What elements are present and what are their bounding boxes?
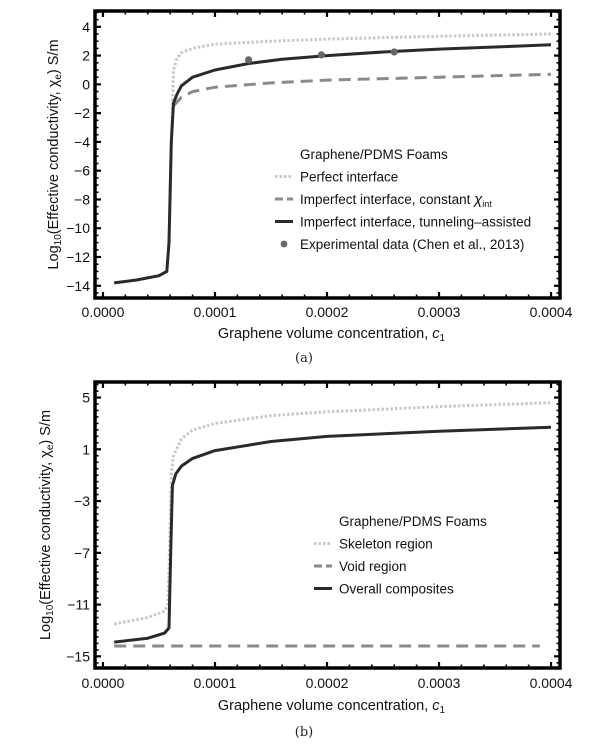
y-tick-label: −2 xyxy=(74,105,90,121)
data-point xyxy=(390,48,398,56)
x-axis-title: Graphene volume concentration, c1 xyxy=(218,698,446,716)
legend-title: Graphene/PDMS Foams xyxy=(339,514,487,529)
legend-item: Imperfect interface, constant χint xyxy=(275,191,492,209)
legend-item: Imperfect interface, tunneling–assisted xyxy=(275,215,531,230)
series-line-0 xyxy=(113,401,552,626)
plot-area xyxy=(114,32,552,285)
legend-label: Imperfect interface, constant χint xyxy=(300,191,492,209)
x-tick-label: 0.0002 xyxy=(306,675,349,691)
x-tick-label: 0.0001 xyxy=(194,675,237,691)
legend-label: Overall composites xyxy=(339,582,454,597)
series-line-0 xyxy=(114,32,552,285)
y-tick-label: 1 xyxy=(82,441,90,457)
x-tick-label: 0.0003 xyxy=(418,675,461,691)
x-tick-label: 0.0000 xyxy=(82,675,125,691)
x-tick-label: 0.0003 xyxy=(418,304,461,320)
legend: Graphene/PDMS Foams Perfect interface Impe… xyxy=(275,147,531,252)
y-tick-label: 5 xyxy=(82,390,90,406)
y-tick-label: −7 xyxy=(74,545,90,561)
chart-a: 0.0000 0.0001 0.0002 0.0003 0.0004 4 2 0 −2 −4 −6 −… xyxy=(46,9,573,366)
legend-label: Imperfect interface, tunneling–assisted xyxy=(300,215,531,230)
legend-label: Void region xyxy=(339,559,407,574)
figure-caption: (a) xyxy=(295,351,313,366)
legend-item: Experimental data (Chen et al., 2013) xyxy=(280,237,524,252)
legend-marker xyxy=(280,240,288,248)
y-tick-label: −10 xyxy=(66,220,90,236)
data-point xyxy=(317,51,325,59)
legend-item: Perfect interface xyxy=(275,170,398,185)
plot-frame xyxy=(93,380,562,670)
y-axis-title: Log10(Effective conductivity, χe) S/m xyxy=(46,39,64,269)
legend: Graphene/PDMS Foams Skeleton region Void r… xyxy=(314,514,487,597)
series-line-2 xyxy=(114,425,552,644)
plot-area xyxy=(113,401,552,648)
y-tick-label: −14 xyxy=(66,278,90,294)
y-tick-label: 2 xyxy=(82,48,90,64)
x-tick-label: 0.0004 xyxy=(530,675,573,691)
legend-title: Graphene/PDMS Foams xyxy=(300,147,448,162)
legend-item: Void region xyxy=(314,559,407,574)
y-tick-label: 4 xyxy=(82,19,90,35)
figure-caption: (b) xyxy=(295,725,313,740)
y-axis-title: Log10(Effective conductivity, χe) S/m xyxy=(38,410,56,640)
y-tick-label: −12 xyxy=(66,249,90,265)
data-point xyxy=(244,56,253,64)
y-tick-label: −6 xyxy=(74,163,90,179)
x-axis-title: Graphene volume concentration, c1 xyxy=(218,326,446,344)
y-tick-label: −15 xyxy=(66,648,90,664)
legend-label: Skeleton region xyxy=(339,537,433,552)
x-tick-label: 0.0001 xyxy=(194,304,237,320)
legend-label: Experimental data (Chen et al., 2013) xyxy=(300,237,524,252)
series-line-1 xyxy=(172,72,552,107)
x-tick-label: 0.0000 xyxy=(82,304,125,320)
y-tick-label: 0 xyxy=(82,76,90,92)
legend-label: Perfect interface xyxy=(300,170,398,185)
y-tick-label: −4 xyxy=(74,134,90,150)
y-tick-label: −11 xyxy=(67,597,90,613)
y-tick-label: −3 xyxy=(74,493,90,509)
y-tick-label: −8 xyxy=(74,191,90,207)
legend-item: Skeleton region xyxy=(314,537,433,552)
chart-b: 0.0000 0.0001 0.0002 0.0003 0.0004 5 1 −3 −7 −11 −… xyxy=(38,380,573,740)
legend-item: Overall composites xyxy=(314,582,454,597)
x-tick-label: 0.0004 xyxy=(530,304,573,320)
x-tick-label: 0.0002 xyxy=(306,304,349,320)
